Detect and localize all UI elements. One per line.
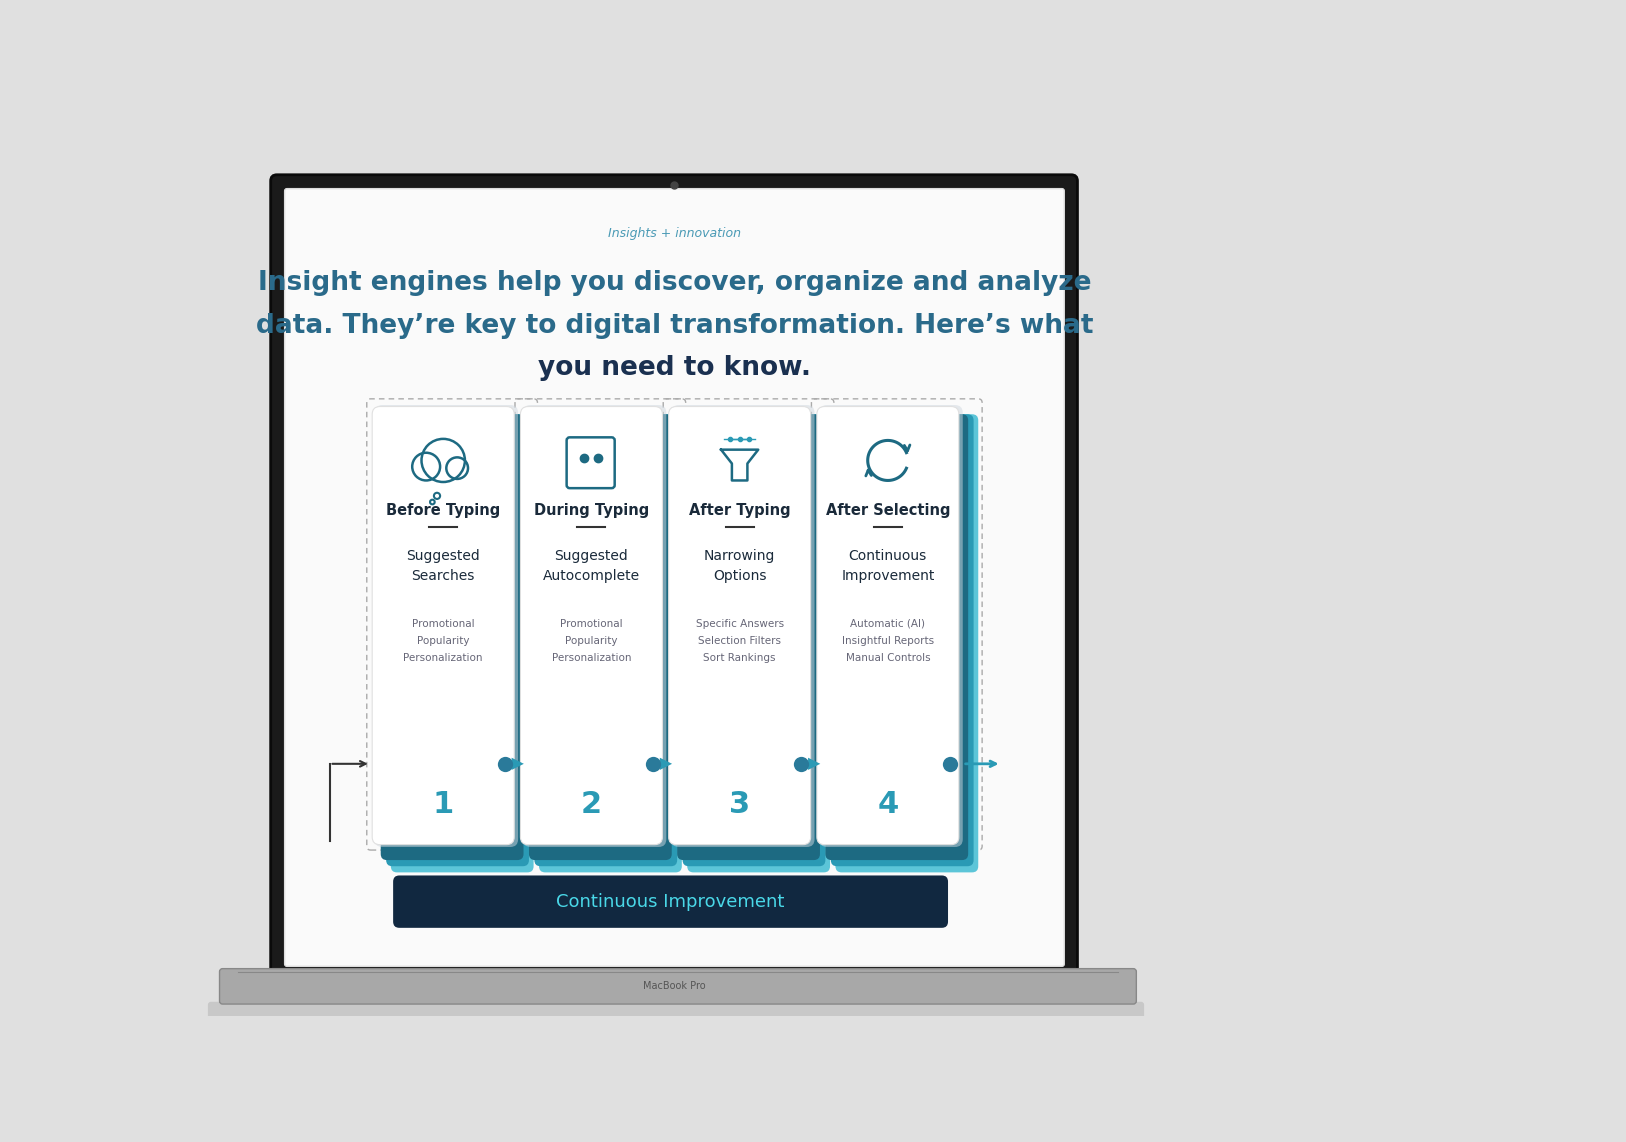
Text: Insight engines help you di​scover, organize and analyze: Insight engines help you di​scover, orga… bbox=[257, 271, 1091, 296]
FancyBboxPatch shape bbox=[372, 407, 514, 845]
Text: Insights + innovation: Insights + innovation bbox=[608, 227, 741, 240]
FancyBboxPatch shape bbox=[538, 415, 681, 872]
FancyBboxPatch shape bbox=[270, 175, 1078, 978]
FancyBboxPatch shape bbox=[528, 415, 672, 860]
FancyBboxPatch shape bbox=[208, 1002, 1145, 1027]
Text: Suggested
Autocomplete: Suggested Autocomplete bbox=[543, 548, 641, 584]
FancyBboxPatch shape bbox=[374, 405, 519, 847]
Text: After Typing: After Typing bbox=[689, 502, 790, 518]
FancyBboxPatch shape bbox=[836, 415, 979, 872]
Text: Suggested
Searches: Suggested Searches bbox=[406, 548, 480, 584]
FancyBboxPatch shape bbox=[820, 405, 963, 847]
Text: you ne​ed to know.: you ne​ed to know. bbox=[538, 355, 811, 381]
Text: 4: 4 bbox=[878, 790, 899, 819]
Text: Manual Controls: Manual Controls bbox=[846, 652, 930, 662]
Text: Popularity: Popularity bbox=[566, 636, 618, 645]
Text: 1: 1 bbox=[433, 790, 454, 819]
Text: Promotional: Promotional bbox=[559, 619, 623, 629]
Text: Sort Rankings: Sort Rankings bbox=[704, 652, 776, 662]
FancyBboxPatch shape bbox=[688, 415, 829, 872]
FancyBboxPatch shape bbox=[668, 407, 811, 845]
Text: Selection Filters: Selection Filters bbox=[698, 636, 780, 645]
Text: Insightful Reports: Insightful Reports bbox=[842, 636, 933, 645]
Polygon shape bbox=[242, 1026, 1117, 1101]
Text: 2: 2 bbox=[580, 790, 602, 819]
FancyBboxPatch shape bbox=[676, 415, 820, 860]
Text: Personalization: Personalization bbox=[403, 652, 483, 662]
Text: MacBook Pro: MacBook Pro bbox=[644, 981, 706, 991]
Text: Popularity: Popularity bbox=[416, 636, 470, 645]
FancyBboxPatch shape bbox=[220, 968, 1137, 1004]
Text: Personalization: Personalization bbox=[551, 652, 631, 662]
Text: During Typing: During Typing bbox=[533, 502, 649, 518]
FancyBboxPatch shape bbox=[285, 188, 1065, 966]
FancyBboxPatch shape bbox=[390, 415, 533, 872]
Text: Specific Answers: Specific Answers bbox=[696, 619, 784, 629]
Text: Promotional: Promotional bbox=[411, 619, 475, 629]
FancyBboxPatch shape bbox=[672, 405, 815, 847]
FancyBboxPatch shape bbox=[380, 415, 524, 860]
Text: Narrowing
Options: Narrowing Options bbox=[704, 548, 776, 584]
FancyBboxPatch shape bbox=[831, 415, 974, 867]
FancyBboxPatch shape bbox=[535, 415, 676, 867]
Text: Before Typing: Before Typing bbox=[385, 502, 501, 518]
FancyBboxPatch shape bbox=[393, 876, 948, 927]
FancyBboxPatch shape bbox=[816, 407, 959, 845]
Text: 3: 3 bbox=[728, 790, 750, 819]
Text: data. They’re key to digi​tal transformation. Here’s what: data. They’re key to digi​tal transforma… bbox=[255, 313, 1093, 339]
Text: After Selecting: After Selecting bbox=[826, 502, 950, 518]
FancyBboxPatch shape bbox=[683, 415, 826, 867]
Text: Automatic (AI): Automatic (AI) bbox=[850, 619, 925, 629]
FancyBboxPatch shape bbox=[520, 407, 662, 845]
Text: Continuous
Improvement: Continuous Improvement bbox=[841, 548, 935, 584]
Text: Continuous Improvement: Continuous Improvement bbox=[556, 893, 785, 910]
FancyBboxPatch shape bbox=[522, 405, 667, 847]
FancyBboxPatch shape bbox=[385, 415, 528, 867]
FancyBboxPatch shape bbox=[826, 415, 967, 860]
